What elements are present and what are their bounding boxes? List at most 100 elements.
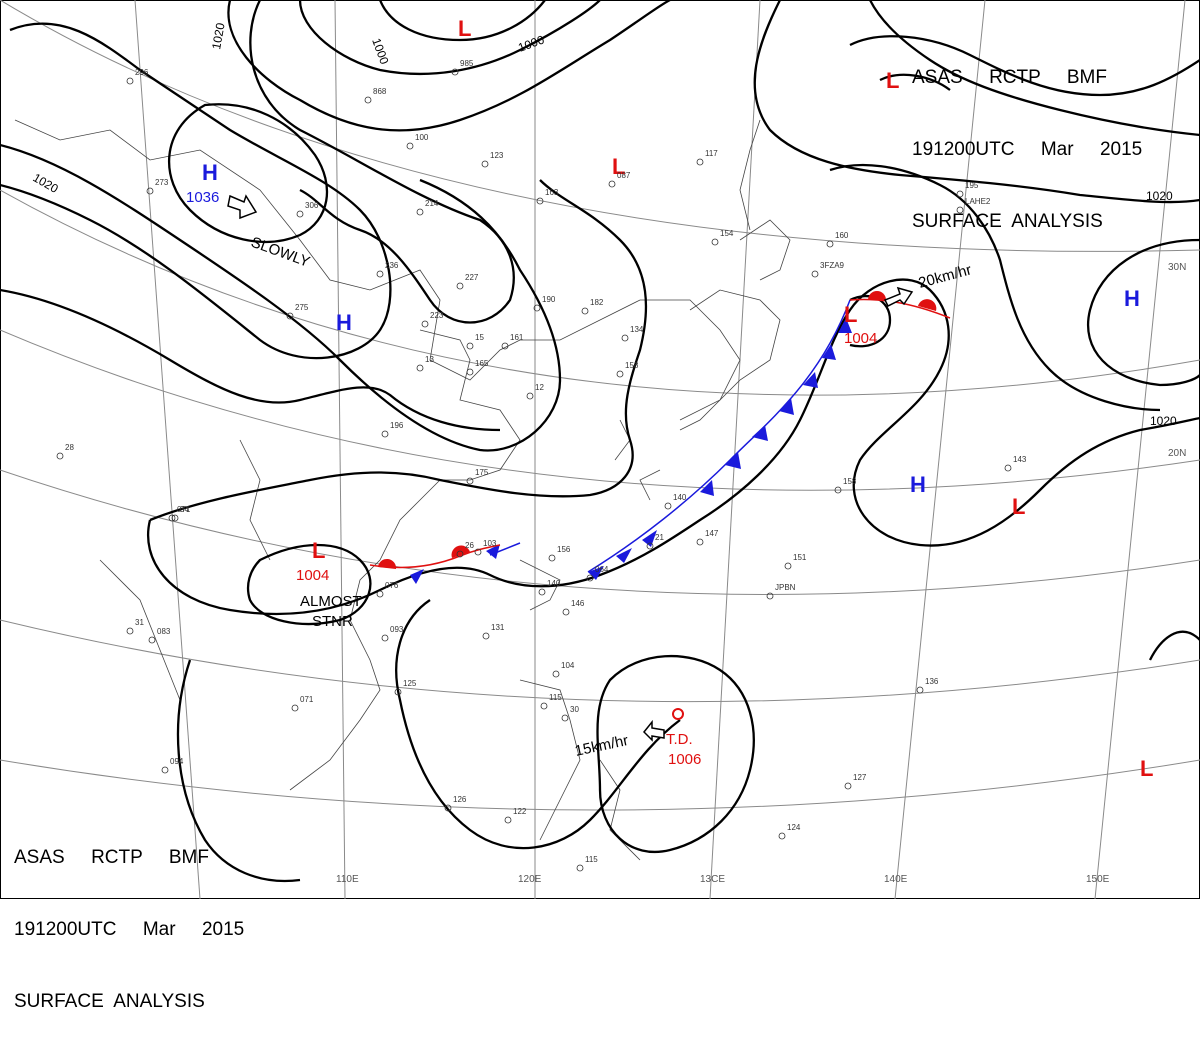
isobar-label: 1000: [516, 32, 546, 54]
station-circle-icon: [621, 334, 629, 342]
station-circle-icon: [466, 368, 474, 376]
station-label: 31: [135, 618, 144, 627]
station-circle-icon: [608, 180, 616, 188]
station-label: 126: [453, 795, 467, 804]
station-label: 868: [373, 87, 387, 96]
longitude-label: 13CE: [700, 874, 725, 885]
arrow-icon: [227, 194, 258, 220]
station-label: 115: [549, 693, 562, 702]
station-circle-icon: [416, 364, 424, 372]
low-center: L: [886, 68, 899, 93]
station-label: LAHE2: [965, 197, 991, 206]
station-circle-icon: [456, 282, 464, 290]
station-circle-icon: [916, 686, 924, 694]
station-label: 127: [853, 773, 867, 782]
station-circle-icon: [296, 210, 304, 218]
motion-label-2: STNR: [312, 613, 353, 630]
header-line-2: 191200UTC Mar 2015: [912, 139, 1143, 160]
station-label: 34: [180, 505, 189, 514]
station-label: 122: [513, 807, 527, 816]
station-circle-icon: [586, 574, 594, 582]
station-label: 136: [925, 677, 939, 686]
station-circle-icon: [696, 158, 704, 166]
station-circle-icon: [126, 77, 134, 85]
station-label: JPBN: [775, 583, 796, 592]
station-label: 156: [557, 545, 571, 554]
station-label: 275: [295, 303, 309, 312]
station-label: 115: [585, 855, 598, 864]
station-circle-icon: [844, 782, 852, 790]
high-center: H: [202, 160, 218, 185]
header-line-3: SURFACE ANALYSIS: [912, 211, 1103, 232]
station-circle-icon: [376, 270, 384, 278]
low-center: L: [458, 16, 471, 41]
station-circle-icon: [171, 514, 179, 522]
station-label: 227: [465, 273, 479, 282]
station-circle-icon: [466, 477, 474, 485]
station-label: 125: [403, 679, 417, 688]
station-label: 147: [705, 529, 719, 538]
station-label: 196: [390, 421, 404, 430]
station-label: 28: [65, 443, 74, 452]
td-pressure-value: 1006: [668, 751, 701, 768]
station-circle-icon: [376, 590, 384, 598]
station-label: 175: [475, 468, 489, 477]
station-label: 195: [965, 181, 979, 190]
high-center: H: [336, 310, 352, 335]
station-circle-icon: [394, 688, 402, 696]
chart-header-top-right: ASAS RCTP BMF 191200UTC Mar 2015 SURFACE…: [912, 18, 1142, 258]
tropical-depression-icon: [672, 708, 684, 720]
isobar-label: 1000: [369, 36, 391, 66]
isobar-label: 1020: [31, 170, 61, 196]
low-center: L: [312, 538, 325, 563]
station-label: 071: [300, 695, 314, 704]
station-circle-icon: [474, 548, 482, 556]
isobars: [0, 0, 1200, 883]
isobar-label: 1020: [1146, 189, 1173, 203]
station-circle-icon: [168, 514, 176, 522]
station-circle-icon: [146, 187, 154, 195]
station-circle-icon: [538, 588, 546, 596]
arrow-icon: [883, 286, 914, 308]
low-center: L: [1012, 494, 1025, 519]
station-circle-icon: [291, 704, 299, 712]
station-circle-icon: [451, 68, 459, 76]
station-circle-icon: [501, 342, 509, 350]
latitude-label: 30N: [1168, 262, 1186, 273]
isobar-labels: 1020 1020 1000 1000 1020 1020: [31, 21, 1178, 428]
low-pressure-value: 1004: [296, 567, 329, 584]
station-circle-icon: [466, 342, 474, 350]
station-circle-icon: [286, 312, 294, 320]
station-label: 134: [630, 325, 644, 334]
station-circle-icon: [576, 864, 584, 872]
station-circle-icon: [381, 430, 389, 438]
high-center: H: [910, 472, 926, 497]
low-center: L: [844, 302, 857, 327]
station-label: 26: [465, 541, 474, 550]
station-circle-icon: [444, 804, 452, 812]
station-label: 158: [843, 477, 857, 486]
station-circle-icon: [616, 370, 624, 378]
station-circle-icon: [552, 670, 560, 678]
station-circle-icon: [548, 554, 556, 562]
low-center: L: [612, 154, 625, 179]
station-circle-icon: [533, 304, 541, 312]
station-label: 151: [793, 553, 807, 562]
station-label: 160: [835, 231, 849, 240]
station-circle-icon: [540, 702, 548, 710]
motion-label-1: ALMOST: [300, 593, 362, 610]
station-label: 123: [490, 151, 504, 160]
station-label: 3FZA9: [820, 261, 845, 270]
longitude-label: 150E: [1086, 874, 1110, 885]
high-pressure-value: 1036: [186, 189, 219, 206]
station-plots: 296 273 306 214 236 227 223 275 196 175 161 165 190 1…: [56, 59, 1027, 872]
station-label: 083: [157, 627, 171, 636]
station-circle-icon: [161, 766, 169, 774]
station-circle-icon: [526, 392, 534, 400]
low-center: L: [1140, 756, 1153, 781]
header-line-3: SURFACE ANALYSIS: [14, 991, 205, 1012]
station-circle-icon: [421, 320, 429, 328]
station-label: 165: [475, 359, 489, 368]
station-label: 163: [545, 188, 559, 197]
isobar-label: 1020: [1150, 414, 1177, 428]
